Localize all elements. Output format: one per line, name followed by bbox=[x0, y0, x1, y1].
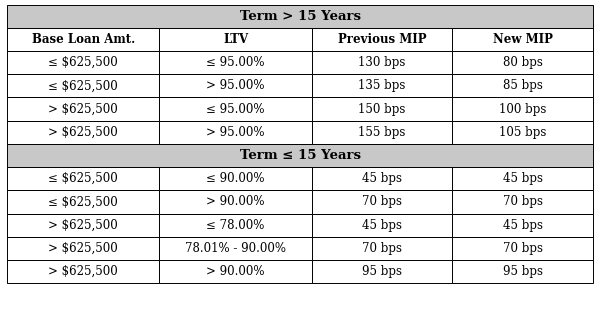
Text: 100 bps: 100 bps bbox=[499, 103, 546, 116]
Bar bbox=[452, 74, 593, 97]
Text: 135 bps: 135 bps bbox=[358, 79, 406, 92]
Text: 95 bps: 95 bps bbox=[503, 265, 542, 278]
Text: 70 bps: 70 bps bbox=[503, 242, 542, 255]
Bar bbox=[312, 51, 452, 74]
Bar bbox=[452, 121, 593, 144]
Bar bbox=[312, 74, 452, 97]
Bar bbox=[7, 97, 160, 121]
Text: > $625,500: > $625,500 bbox=[49, 103, 118, 116]
Text: > 95.00%: > 95.00% bbox=[206, 79, 265, 92]
Bar bbox=[312, 237, 452, 260]
Bar bbox=[160, 214, 312, 237]
Bar bbox=[160, 237, 312, 260]
Bar bbox=[7, 167, 160, 190]
Bar bbox=[160, 260, 312, 283]
Text: > $625,500: > $625,500 bbox=[49, 265, 118, 278]
Text: ≤ 95.00%: ≤ 95.00% bbox=[206, 56, 265, 69]
Bar bbox=[452, 260, 593, 283]
Text: 45 bps: 45 bps bbox=[362, 219, 402, 232]
Text: 45 bps: 45 bps bbox=[503, 172, 542, 185]
Text: ≤ $625,500: ≤ $625,500 bbox=[49, 79, 118, 92]
Bar bbox=[452, 167, 593, 190]
Text: Base Loan Amt.: Base Loan Amt. bbox=[32, 33, 135, 46]
Bar bbox=[7, 237, 160, 260]
Bar bbox=[7, 214, 160, 237]
Bar bbox=[312, 190, 452, 214]
Text: > 90.00%: > 90.00% bbox=[206, 195, 265, 208]
Bar bbox=[160, 51, 312, 74]
Text: 45 bps: 45 bps bbox=[503, 219, 542, 232]
Text: 80 bps: 80 bps bbox=[503, 56, 542, 69]
Bar bbox=[452, 97, 593, 121]
Bar bbox=[7, 5, 593, 28]
Text: ≤ 78.00%: ≤ 78.00% bbox=[206, 219, 265, 232]
Bar bbox=[312, 214, 452, 237]
Bar bbox=[452, 190, 593, 214]
Text: 78.01% - 90.00%: 78.01% - 90.00% bbox=[185, 242, 286, 255]
Text: 85 bps: 85 bps bbox=[503, 79, 542, 92]
Text: 155 bps: 155 bps bbox=[358, 126, 406, 139]
Text: New MIP: New MIP bbox=[493, 33, 553, 46]
Bar bbox=[160, 190, 312, 214]
Bar bbox=[7, 144, 593, 167]
Bar bbox=[312, 121, 452, 144]
Text: 150 bps: 150 bps bbox=[358, 103, 406, 116]
Text: > $625,500: > $625,500 bbox=[49, 126, 118, 139]
Bar bbox=[7, 51, 160, 74]
Bar bbox=[160, 97, 312, 121]
Bar bbox=[7, 74, 160, 97]
Bar bbox=[312, 28, 452, 51]
Text: 45 bps: 45 bps bbox=[362, 172, 402, 185]
Text: 70 bps: 70 bps bbox=[503, 195, 542, 208]
Bar bbox=[312, 260, 452, 283]
Bar bbox=[7, 121, 160, 144]
Bar bbox=[452, 237, 593, 260]
Text: ≤ $625,500: ≤ $625,500 bbox=[49, 172, 118, 185]
Text: > 90.00%: > 90.00% bbox=[206, 265, 265, 278]
Text: 70 bps: 70 bps bbox=[362, 242, 402, 255]
Text: Term > 15 Years: Term > 15 Years bbox=[239, 10, 361, 23]
Text: > $625,500: > $625,500 bbox=[49, 219, 118, 232]
Text: Previous MIP: Previous MIP bbox=[338, 33, 426, 46]
Bar bbox=[312, 97, 452, 121]
Text: 130 bps: 130 bps bbox=[358, 56, 406, 69]
Text: 95 bps: 95 bps bbox=[362, 265, 402, 278]
Text: > 95.00%: > 95.00% bbox=[206, 126, 265, 139]
Bar bbox=[160, 167, 312, 190]
Text: ≤ $625,500: ≤ $625,500 bbox=[49, 56, 118, 69]
Text: 105 bps: 105 bps bbox=[499, 126, 546, 139]
Bar bbox=[452, 51, 593, 74]
Text: ≤ 90.00%: ≤ 90.00% bbox=[206, 172, 265, 185]
Bar bbox=[160, 28, 312, 51]
Bar bbox=[7, 190, 160, 214]
Text: ≤ $625,500: ≤ $625,500 bbox=[49, 195, 118, 208]
Bar bbox=[160, 121, 312, 144]
Text: Term ≤ 15 Years: Term ≤ 15 Years bbox=[239, 149, 361, 162]
Bar bbox=[452, 214, 593, 237]
Bar bbox=[7, 260, 160, 283]
Text: LTV: LTV bbox=[223, 33, 248, 46]
Text: 70 bps: 70 bps bbox=[362, 195, 402, 208]
Text: > $625,500: > $625,500 bbox=[49, 242, 118, 255]
Bar bbox=[160, 74, 312, 97]
Bar bbox=[452, 28, 593, 51]
Bar bbox=[7, 28, 160, 51]
Bar bbox=[312, 167, 452, 190]
Text: ≤ 95.00%: ≤ 95.00% bbox=[206, 103, 265, 116]
